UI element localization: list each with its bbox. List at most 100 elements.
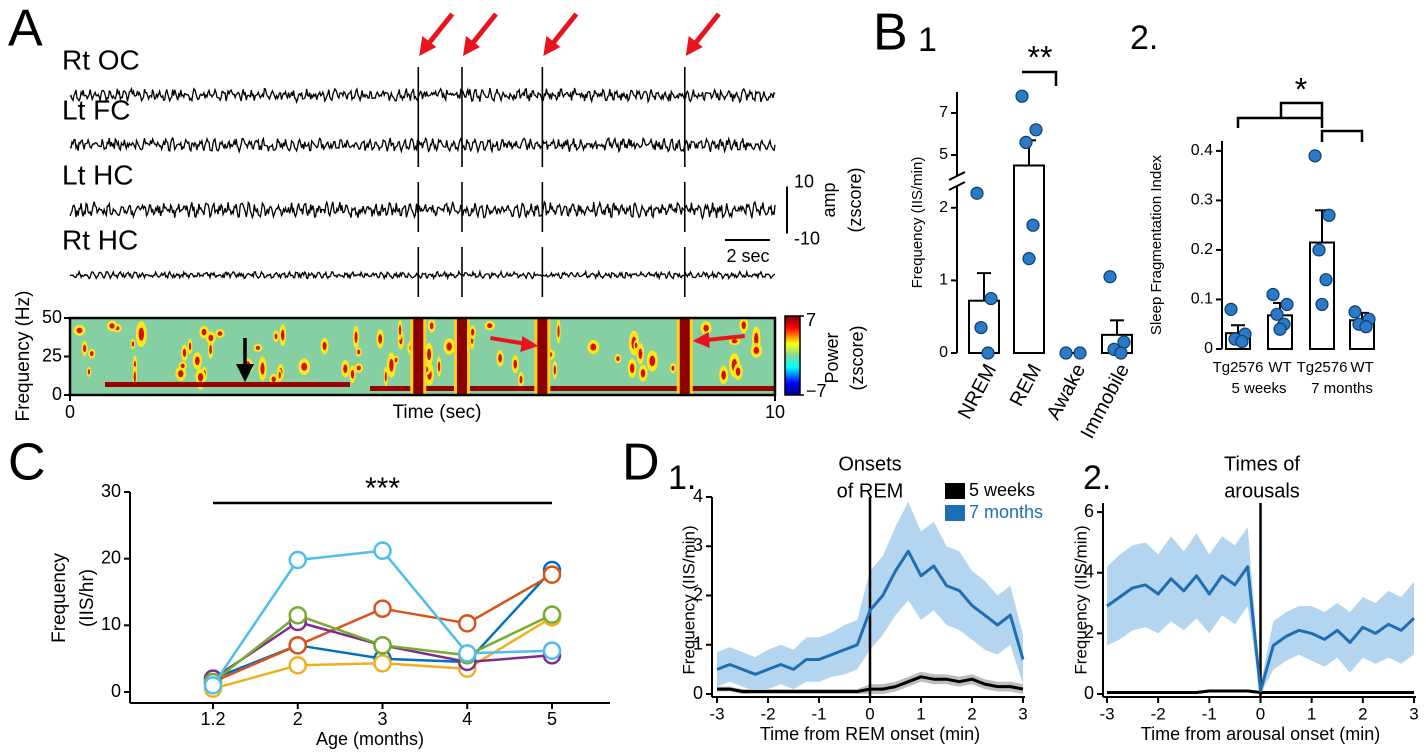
x-tick-label: 3 — [377, 709, 387, 729]
y-tick-label: 4 — [1084, 561, 1094, 581]
x-tick-label: -3 — [709, 704, 724, 723]
data-point — [1114, 346, 1128, 360]
series-line — [717, 675, 1024, 693]
y-tick-label: 0 — [693, 683, 703, 703]
y-tick-label: 50 — [42, 307, 62, 327]
spectrogram-blob-core — [389, 358, 394, 372]
spectrogram-blob-core — [180, 363, 185, 369]
data-point — [288, 656, 307, 675]
data-point — [1280, 297, 1294, 312]
data-point — [373, 599, 392, 618]
amp-scale-label: 10 — [794, 171, 814, 191]
spectrogram-arrow-head — [520, 336, 539, 352]
spectrogram-blob-core — [741, 321, 746, 330]
y-tick-label: 0.3 — [1191, 192, 1213, 209]
spectrogram-blob-core — [133, 371, 136, 383]
channel-label: Lt FC — [62, 94, 130, 125]
data-point — [1308, 149, 1322, 163]
spectrogram-blob-core — [87, 369, 91, 375]
y-tick-label: 25 — [42, 345, 62, 365]
y-axis-label: (IIS/hr) — [77, 569, 98, 627]
data-point — [1073, 346, 1087, 360]
spectrogram-blob-core — [138, 327, 145, 341]
x-axis-label: Time from arousal onset (min) — [1141, 724, 1380, 744]
spectrogram-blob-core — [437, 361, 441, 372]
data-point — [288, 550, 307, 570]
spectrogram-blob-core — [754, 332, 759, 346]
spectrogram-blob-core — [274, 333, 278, 340]
chart-title: arousals — [1224, 480, 1300, 502]
spectrogram-streak — [679, 318, 690, 395]
significance-label: ** — [1028, 39, 1053, 75]
y-tick-label: 2 — [1084, 622, 1094, 642]
spectrogram-blob-core — [427, 348, 432, 361]
event-arrow — [550, 12, 579, 46]
spectrogram-blob-core — [487, 323, 493, 329]
legend-swatch — [945, 505, 965, 521]
spectrogram-blob-core — [350, 369, 355, 379]
data-point — [1015, 89, 1029, 103]
event-arrow-head — [419, 36, 437, 56]
axis-break — [948, 181, 966, 191]
spectrogram-band — [105, 382, 350, 387]
event-arrow-head — [543, 36, 561, 56]
y-tick-label: 1 — [939, 272, 948, 289]
spectrogram-blob-core — [356, 365, 361, 371]
x-tick-label: -1 — [1202, 704, 1217, 723]
spectrogram-blob-core — [278, 371, 281, 379]
data-point — [458, 614, 477, 633]
y-tick-label: 0 — [52, 384, 62, 404]
chart-title: Times of — [1224, 453, 1300, 475]
y-tick-label: 2 — [693, 584, 703, 604]
y-tick-label: 30 — [101, 481, 121, 501]
bar — [1309, 241, 1335, 350]
event-arrow-head — [685, 36, 703, 56]
x-axis-label: Age (months) — [316, 729, 424, 749]
x-tick-label: REM — [1006, 360, 1046, 410]
spectrogram-blob-core — [553, 365, 556, 375]
data-point — [1359, 320, 1373, 334]
data-point — [970, 186, 984, 200]
eeg-trace — [69, 200, 776, 221]
x-tick-label: 2 — [1358, 704, 1367, 723]
y-tick-label: 7 — [939, 104, 948, 121]
data-point — [1348, 305, 1362, 319]
colorbar-tick-label: −7 — [806, 381, 827, 401]
data-point — [1273, 322, 1287, 336]
y-tick-label: 0.4 — [1191, 142, 1213, 159]
spectrogram-blob-core — [649, 355, 656, 367]
event-arrow — [470, 12, 498, 46]
data-point — [974, 320, 988, 335]
data-point — [288, 636, 307, 655]
y-tick-label: 0 — [939, 344, 948, 361]
y-tick-label: 5 — [939, 146, 948, 163]
x-tick-label: NREM — [954, 360, 1001, 422]
group-label: 7 months — [1311, 380, 1373, 397]
x-tick-label: Awake — [1043, 360, 1090, 423]
panel-label: D — [622, 434, 660, 492]
data-point — [1270, 307, 1284, 321]
colorbar-label: Power — [822, 332, 842, 383]
x-tick-label: Tg2576 — [1213, 359, 1264, 376]
x-tick-label: -2 — [760, 704, 775, 723]
x-tick-label: 3 — [1018, 704, 1027, 723]
spectrogram-blob-core — [671, 365, 675, 371]
x-tick-label: 1 — [1307, 704, 1316, 723]
spectrogram-blob-core — [197, 372, 204, 382]
y-tick-label: 0.2 — [1191, 241, 1213, 258]
x-tick-label: 2 — [293, 709, 303, 729]
significance-label: * — [1295, 71, 1307, 107]
legend-label: 7 months — [969, 502, 1043, 522]
spectrogram-blob-core — [271, 376, 276, 383]
x-tick-label: 0 — [65, 402, 75, 422]
spectrogram-blob-core — [735, 367, 741, 376]
data-point — [1029, 123, 1043, 137]
spectrogram-blob-core — [322, 341, 327, 351]
data-point — [373, 654, 392, 673]
spectrogram-blob-core — [182, 348, 187, 357]
data-point — [458, 644, 477, 663]
spectrogram-blob-core — [471, 328, 475, 336]
data-point — [1224, 302, 1238, 316]
x-tick-label: -1 — [811, 704, 826, 723]
eeg-trace — [69, 269, 776, 281]
